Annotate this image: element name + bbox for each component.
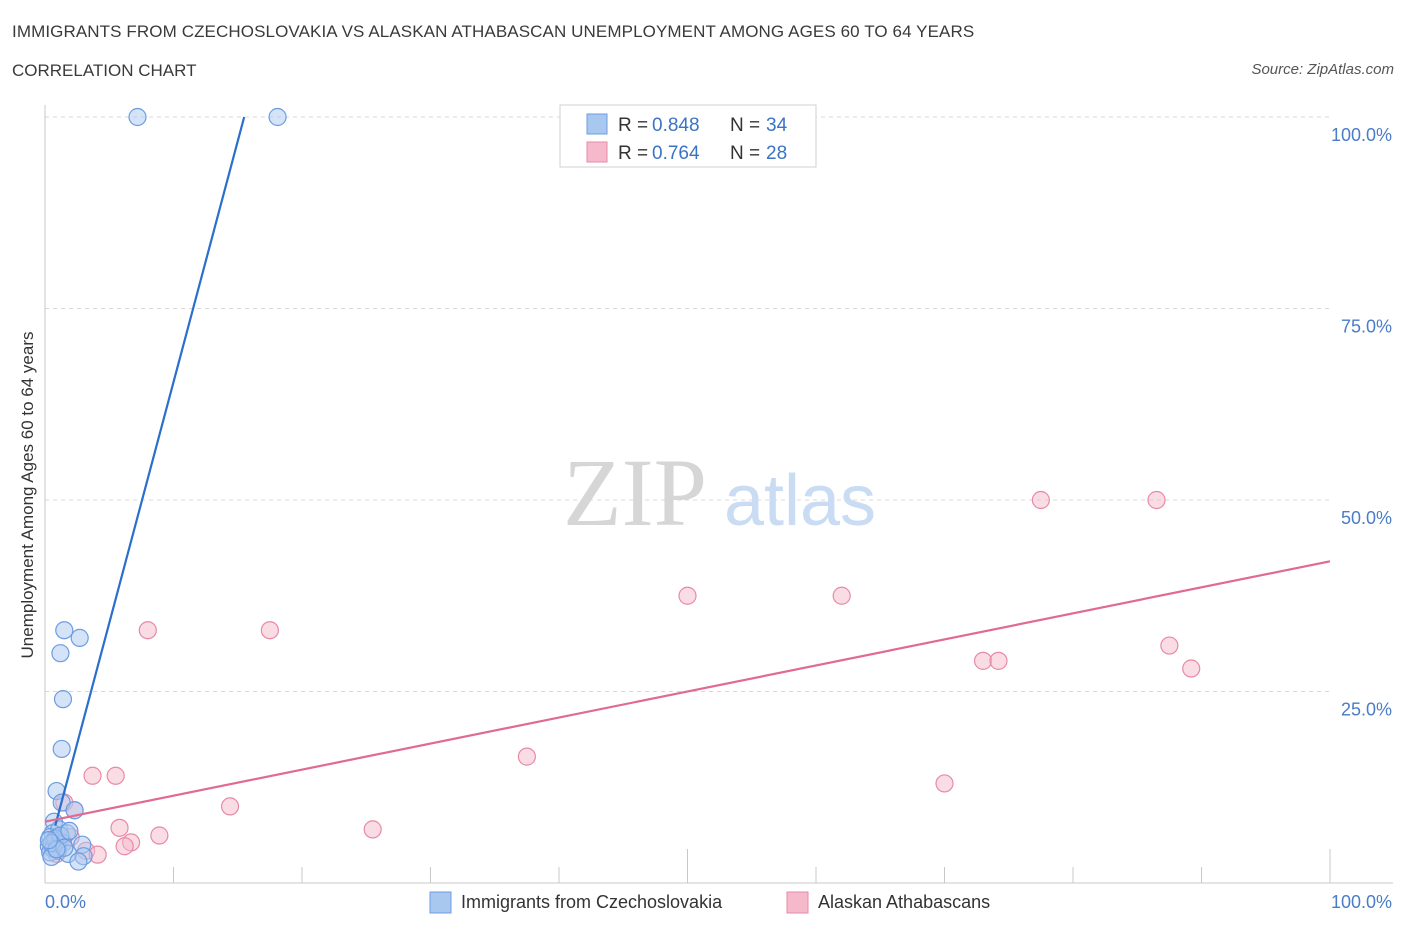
point-czech-0 [128,107,147,127]
point-athabascan-5 [260,621,279,640]
point-czech-3 [70,628,89,647]
point-athabascan-9 [1182,659,1201,678]
y-tick-label-0: 25.0% [1341,700,1392,720]
point-czech-1 [268,107,287,127]
point-athabascan-3 [832,586,851,605]
point-czech-6 [52,739,71,759]
point-athabascan-1 [1147,490,1166,510]
trend-line-czech [54,116,246,826]
legend-n-label-pink: N = [730,143,760,164]
x-tick-label-min: 0.0% [45,892,86,912]
data-points [39,107,1201,871]
point-athabascan-4 [138,621,157,640]
watermark-zip: ZIP [563,439,707,546]
trend-lines [44,116,1331,826]
point-athabascan-12 [106,766,125,785]
legend-n-value-pink: 28 [766,143,787,164]
y-tick-label-1: 50.0% [1341,508,1392,528]
trend-line-athabascan [44,560,1331,823]
point-athabascan-0 [1031,490,1050,510]
y-axis-label: Unemployment Among Ages 60 to 64 years [18,332,37,659]
grid-lines [45,116,1330,692]
point-czech-33 [60,821,79,841]
series-legend: Immigrants from Czechoslovakia Alaskan A… [429,891,990,914]
point-czech-2 [55,621,74,640]
point-athabascan-16 [220,797,240,816]
point-athabascan-19 [150,826,169,845]
chart-subtitle: CORRELATION CHART [12,61,197,80]
legend-r-label-pink: R = [618,143,648,164]
tick-labels: 25.0% 50.0% 75.0% 100.0% 0.0% 100.0% [45,125,1392,912]
point-czech-5 [53,690,73,709]
point-czech-32 [39,831,58,850]
bottom-legend-swatch-blue [429,891,452,914]
point-athabascan-2 [678,586,697,605]
legend-n-label-blue: N = [730,115,760,136]
chart-title: IMMIGRANTS FROM CZECHOSLOVAKIA VS ALASKA… [12,22,975,41]
bottom-legend-swatch-pink [786,891,809,914]
y-tick-label-3: 100.0% [1331,125,1392,145]
legend-n-value-blue: 34 [766,115,788,136]
point-athabascan-8 [989,651,1008,670]
legend-r-value-pink: 0.764 [652,143,700,164]
legend-r-label-blue: R = [618,115,648,136]
x-tick-label-max: 100.0% [1331,892,1392,912]
point-athabascan-10 [517,747,536,766]
point-athabascan-6 [1160,636,1179,655]
source-credit: Source: ZipAtlas.com [1251,61,1394,78]
point-athabascan-7 [973,651,993,670]
legend-swatch-pink [586,141,608,163]
stats-legend: R = 0.848 N = 34 R = 0.764 N = 28 [559,104,817,168]
point-athabascan-13 [83,766,102,785]
point-athabascan-11 [935,774,954,793]
legend-swatch-blue [586,113,608,135]
point-czech-26 [69,852,88,871]
point-athabascan-17 [363,820,382,839]
y-tick-label-2: 75.0% [1341,317,1392,337]
legend-r-value-blue: 0.848 [652,115,700,136]
bottom-legend-label-pink: Alaskan Athabascans [818,892,990,912]
point-athabascan-18 [110,818,129,837]
watermark-atlas: atlas [724,461,876,541]
watermark: ZIP atlas [563,439,876,546]
bottom-legend-label-blue: Immigrants from Czechoslovakia [461,892,723,912]
axes [44,105,1393,884]
point-athabascan-21 [115,837,134,856]
point-czech-4 [51,644,70,663]
